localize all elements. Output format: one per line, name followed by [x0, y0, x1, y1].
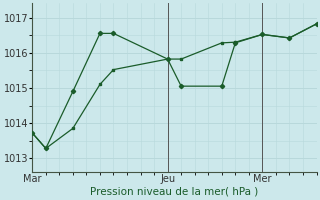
- X-axis label: Pression niveau de la mer( hPa ): Pression niveau de la mer( hPa ): [90, 187, 259, 197]
